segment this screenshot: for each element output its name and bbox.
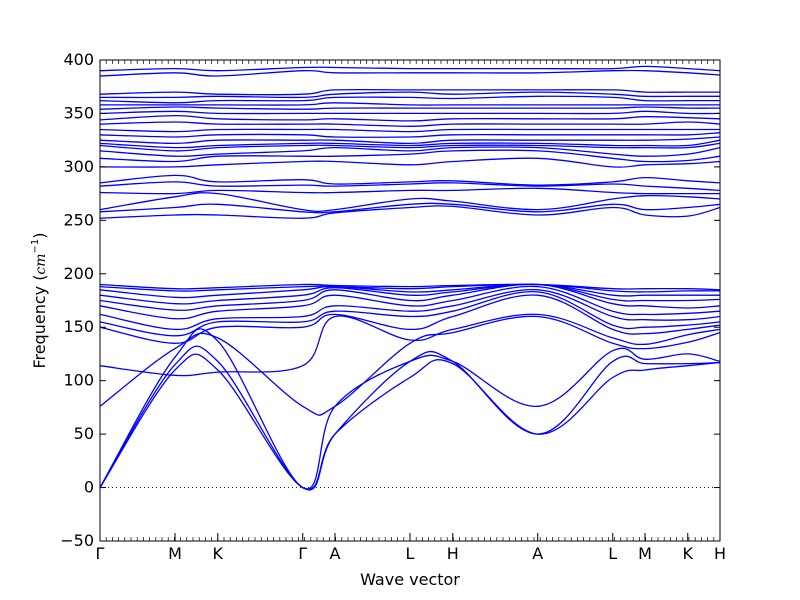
y-tick-label: 50 [74, 424, 94, 443]
x-tick-label: A [330, 544, 341, 563]
band-line-38 [99, 65, 721, 72]
band-line-9 [99, 285, 721, 320]
band-line-13 [99, 283, 721, 293]
y-tick-label: 0 [84, 478, 94, 497]
y-tick-label: 400 [63, 50, 94, 69]
band-line-7 [99, 291, 721, 337]
band-line-6 [99, 294, 721, 344]
x-tick-label: Γ [298, 544, 307, 563]
x-tick-label: A [532, 544, 543, 563]
band-line-5 [99, 313, 721, 377]
x-tick-label: L [608, 544, 617, 563]
band-line-10 [99, 283, 721, 311]
y-axis-label: Frequency (cm−1) [30, 232, 49, 368]
ticks-layer: −50 0 50 100 150 200 250 300 350 400 Γ M K Γ A L H A L M K H [60, 50, 726, 563]
band-line-30 [99, 114, 721, 122]
y-tick-label: −50 [60, 531, 94, 550]
x-tick-label: K [213, 544, 224, 563]
y-tick-label: 300 [63, 157, 94, 176]
band-line-16 [99, 202, 721, 214]
band-line-15 [99, 205, 721, 219]
band-line-25 [99, 139, 721, 149]
band-line-27 [99, 132, 721, 138]
band-line-21 [99, 157, 721, 168]
band-line-17 [99, 192, 721, 213]
x-tick-label: M [638, 544, 652, 563]
band-line-11 [99, 283, 721, 305]
x-tick-label: Γ [96, 544, 105, 563]
band-line-36 [99, 88, 720, 96]
band-line-32 [99, 106, 721, 110]
band-line-29 [99, 121, 721, 127]
x-tick-label: H [714, 544, 726, 563]
band-line-20 [99, 174, 721, 186]
band-line-35 [99, 91, 720, 99]
x-tick-label: H [447, 544, 459, 563]
band-line-31 [99, 110, 721, 115]
band-line-28 [99, 128, 720, 133]
y-tick-label: 350 [63, 103, 94, 122]
band-line-12 [99, 283, 720, 299]
band-line-8 [99, 289, 721, 331]
band-line-4 [99, 315, 721, 416]
y-tick-label: 250 [63, 210, 94, 229]
plot-frame [99, 59, 721, 542]
y-axis-label-exponent: −1 [30, 239, 41, 254]
x-tick-label: K [683, 544, 694, 563]
y-axis-label-main: Frequency ( [30, 275, 49, 369]
y-axis-label-unit: cm [33, 253, 49, 274]
band-line-2 [99, 345, 721, 491]
y-tick-label: 200 [63, 264, 94, 283]
band-line-19 [99, 181, 721, 192]
band-line-33 [100, 102, 720, 106]
band-line-23 [99, 146, 721, 157]
y-axis-label-close: ) [30, 232, 49, 238]
band-line-14 [99, 283, 721, 291]
band-line-24 [99, 142, 721, 152]
y-tick-label: 150 [63, 317, 94, 336]
band-line-34 [99, 95, 720, 104]
band-line-26 [99, 136, 721, 145]
x-tick-label: M [168, 544, 182, 563]
band-line-18 [99, 187, 720, 195]
x-axis-label: Wave vector [360, 570, 460, 589]
series-layer [99, 65, 721, 491]
band-line-3 [99, 328, 721, 490]
band-line-1 [99, 353, 721, 491]
x-tick-label: L [406, 544, 415, 563]
y-tick-label: 100 [63, 371, 94, 390]
band-line-37 [99, 69, 721, 77]
band-line-22 [99, 149, 721, 163]
